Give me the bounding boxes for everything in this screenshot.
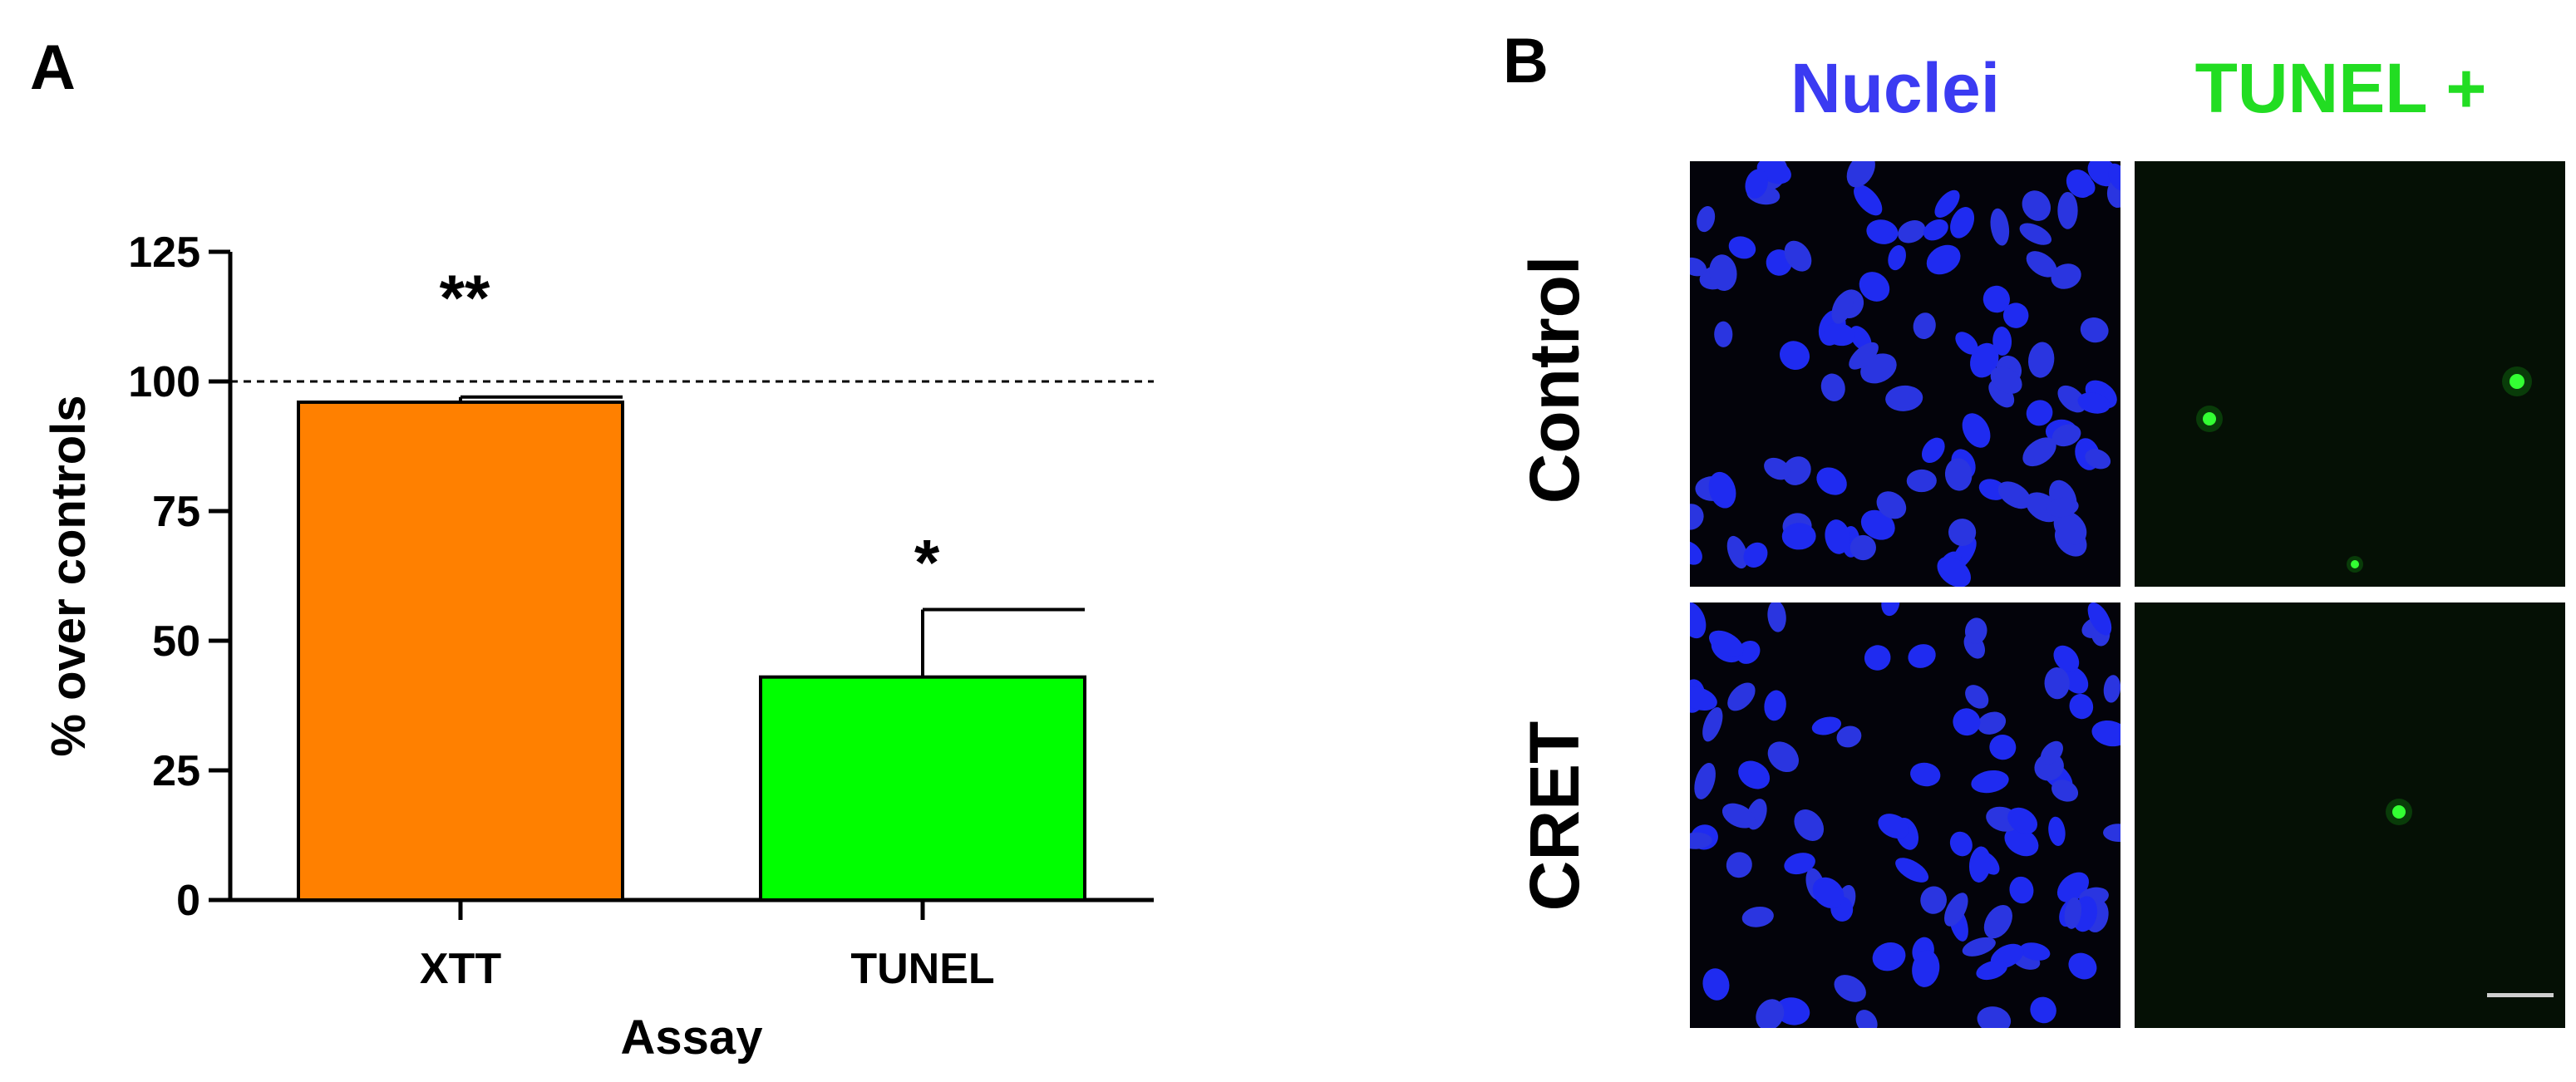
nuclei-stain-image xyxy=(1690,602,2120,1028)
y-tick-label: 100 xyxy=(128,358,200,406)
scale-bar xyxy=(2487,993,2554,997)
panel-a-letter: A xyxy=(30,32,76,103)
x-axis-title: Assay xyxy=(621,1011,763,1065)
x-tick-label: TUNEL xyxy=(850,945,994,993)
bar-tunel xyxy=(759,675,1086,902)
x-tick-label: XTT xyxy=(420,945,501,993)
bar-chart: 0 25 50 75 100 125 XTT ** TUNEL * Assay % over cont… xyxy=(42,229,1154,1065)
micrograph-cret-nuclei xyxy=(1690,602,2120,1028)
tunel-stain-image xyxy=(2135,161,2565,587)
micrograph-control-nuclei xyxy=(1690,161,2120,587)
nuclei-stain-image xyxy=(1690,161,2120,587)
column-header-tunel: TUNEL + xyxy=(2194,49,2487,127)
significance-label: * xyxy=(914,526,940,599)
y-axis-title: % over controls xyxy=(42,395,96,756)
significance-label: ** xyxy=(440,261,490,334)
row-label-control: Control xyxy=(1515,255,1593,504)
y-tick-label: 25 xyxy=(152,747,200,795)
column-header-nuclei: Nuclei xyxy=(1790,49,2001,127)
y-tick-label: 0 xyxy=(176,877,200,925)
panel-b-letter: B xyxy=(1503,26,1549,96)
y-tick-label: 125 xyxy=(128,229,200,277)
bar-xtt xyxy=(297,400,624,902)
micrograph-control-tunel xyxy=(2135,161,2565,587)
tunel-stain-image xyxy=(2135,602,2565,1028)
micrograph-cret-tunel xyxy=(2135,602,2565,1028)
row-label-cret: CRET xyxy=(1515,721,1593,912)
y-tick-label: 50 xyxy=(152,617,200,666)
y-tick-label: 75 xyxy=(152,488,200,536)
